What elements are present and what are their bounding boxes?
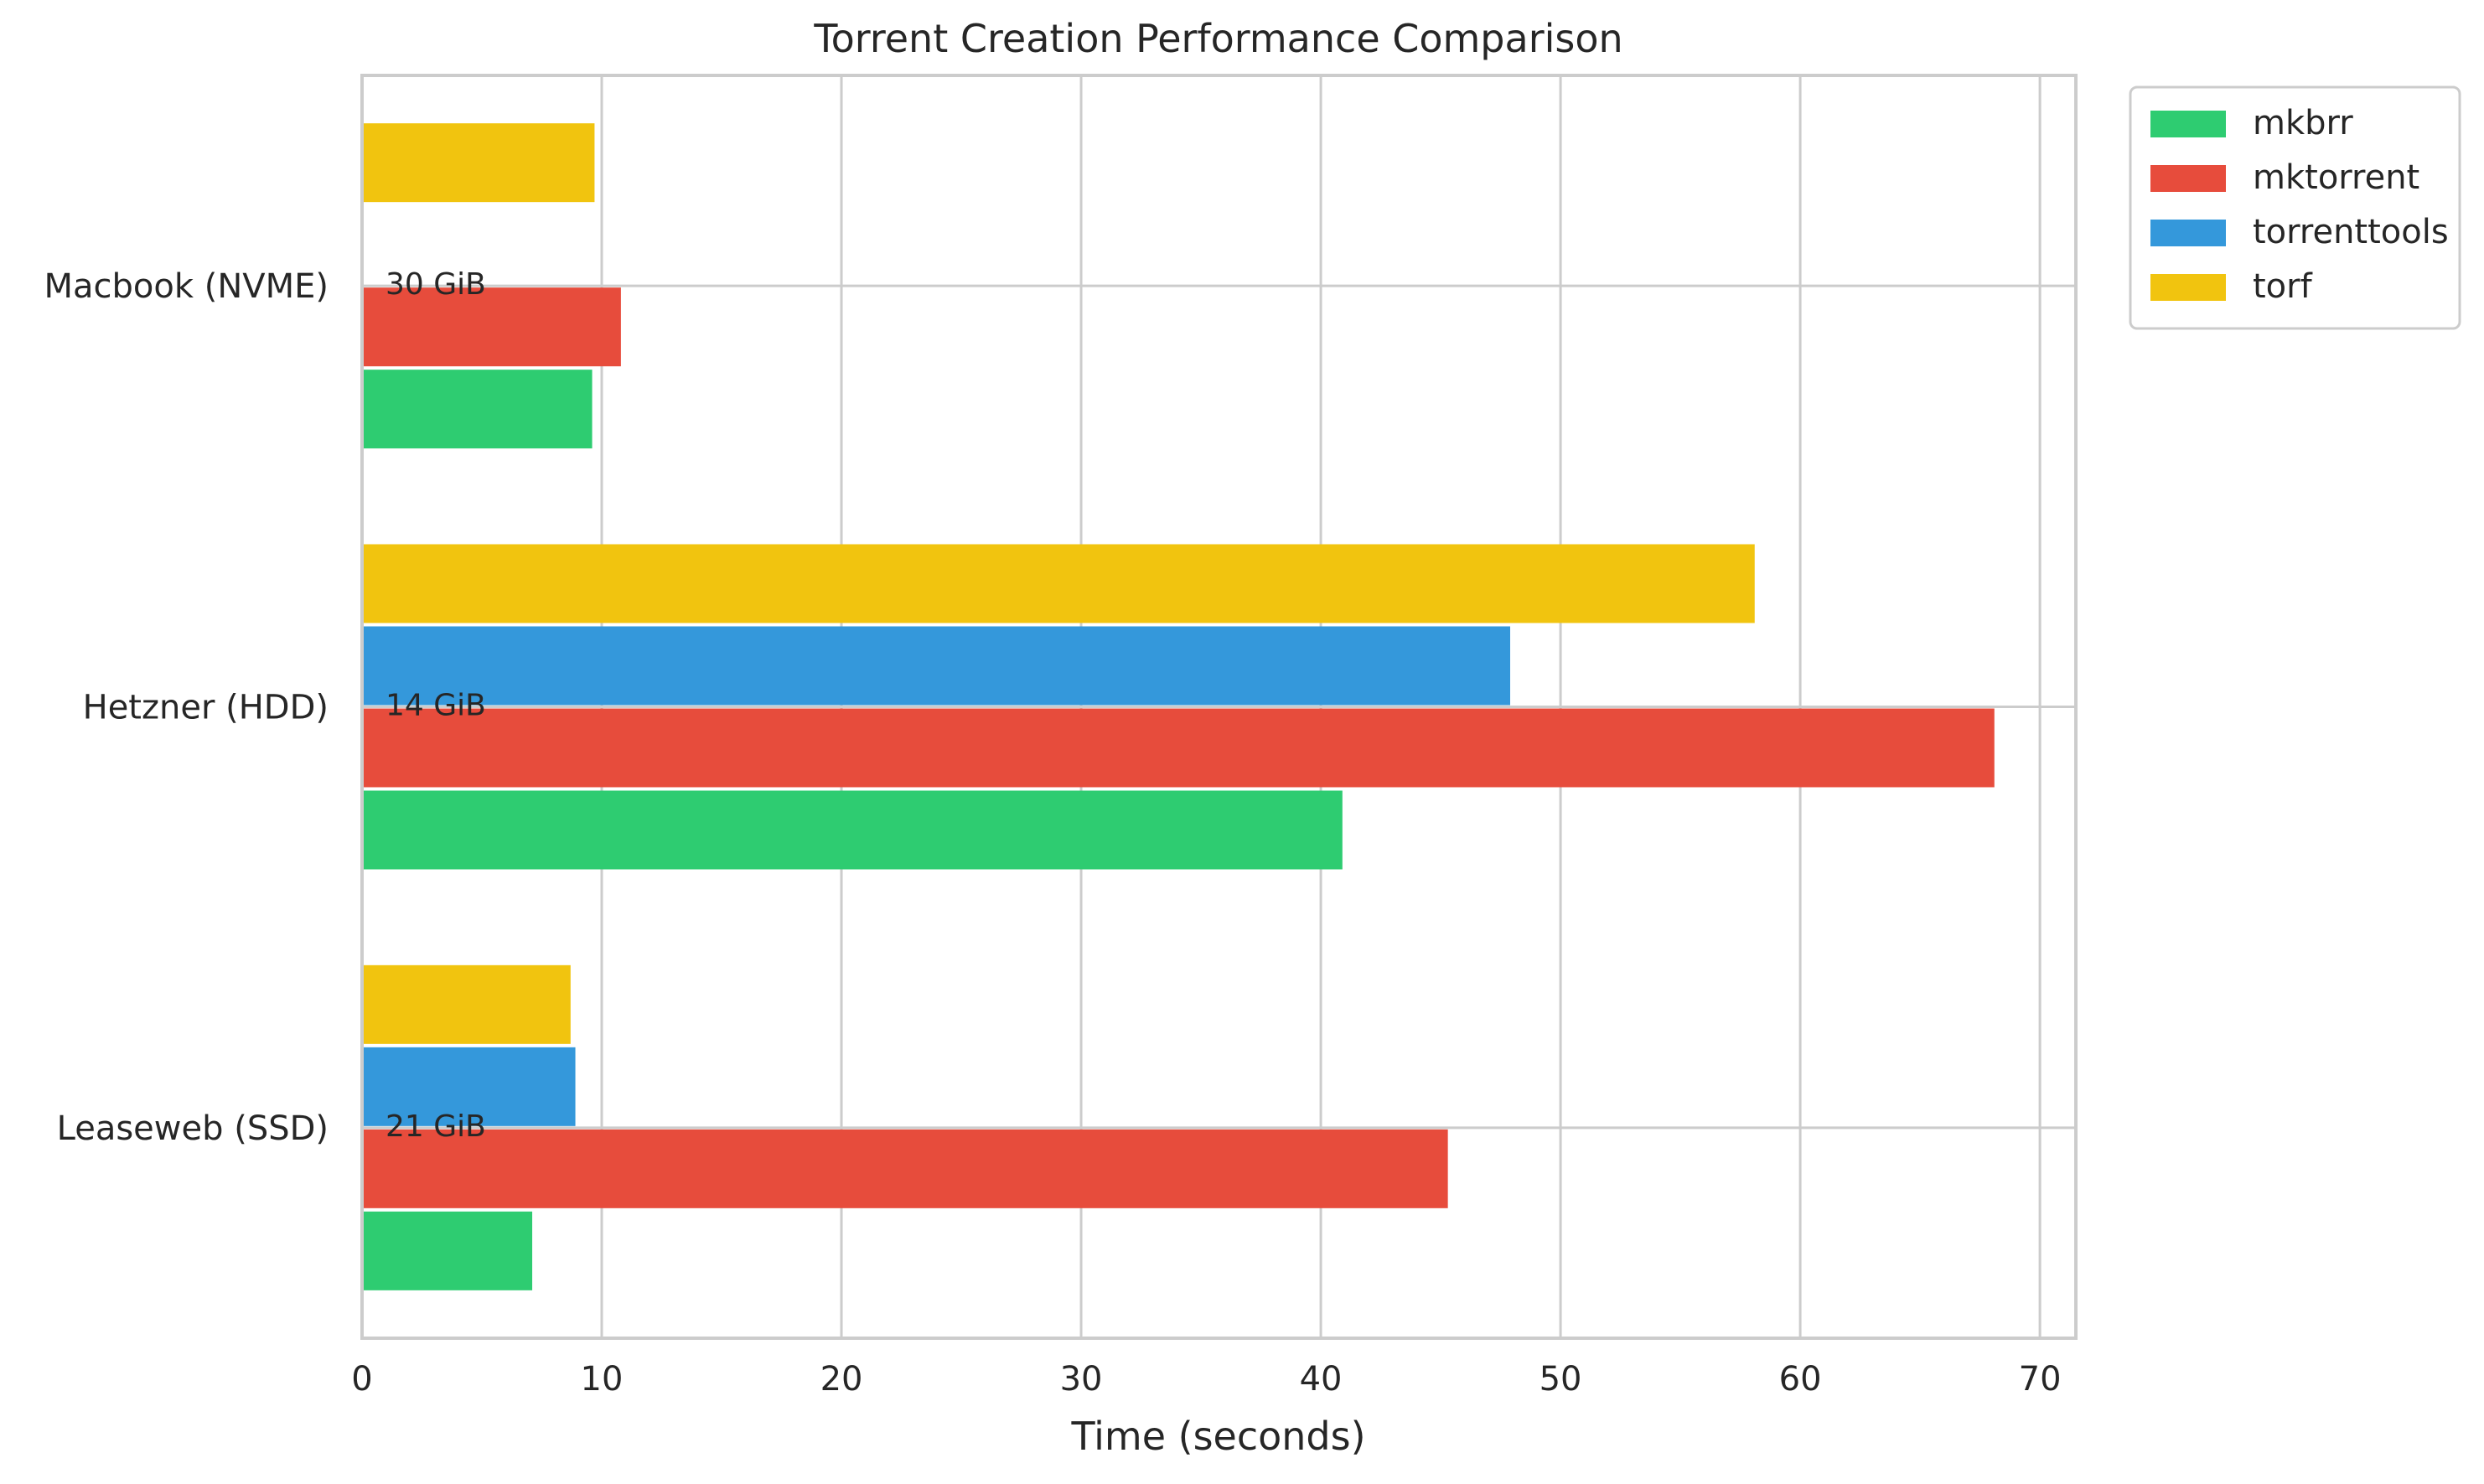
legend-frame (2129, 85, 2461, 330)
y-category-label: Macbook (NVME) (44, 267, 329, 306)
x-tick-label: 70 (2019, 1360, 2062, 1399)
grid (360, 75, 2076, 1338)
legend-swatch-torf (2150, 274, 2226, 301)
legend-label: torrenttools (2253, 213, 2449, 251)
size-annotations: 30 GiB 14 GiB 21 GiB (386, 267, 486, 1144)
legend-label: mktorrent (2253, 158, 2419, 197)
legend-swatch-mktorrent (2150, 165, 2226, 192)
x-tick-label: 60 (1779, 1360, 1822, 1399)
x-tick-label: 0 (351, 1360, 372, 1399)
bar-torf (362, 123, 595, 203)
x-tick-label: 30 (1060, 1360, 1103, 1399)
bar-mktorrent (362, 1129, 1448, 1208)
x-tick-label: 40 (1300, 1360, 1343, 1399)
bar-mktorrent (362, 287, 621, 367)
legend-swatch-torrenttools (2150, 220, 2226, 246)
x-tick-label: 10 (581, 1360, 624, 1399)
bar-mkbrr (362, 1211, 533, 1290)
legend-swatch-mkbrr (2150, 111, 2226, 137)
bar-torf (362, 964, 571, 1044)
y-category-label: Leaseweb (SSD) (57, 1109, 329, 1148)
bar-torrenttools (362, 1047, 576, 1126)
bar-mkbrr (362, 790, 1343, 870)
bar-torf (362, 544, 1755, 623)
legend: mkbrr mktorrent torrenttools torf (2129, 85, 2461, 330)
size-annotation: 14 GiB (386, 689, 486, 723)
bar-torrenttools (362, 626, 1511, 706)
legend-label: torf (2253, 267, 2313, 306)
plot-frame (360, 74, 2078, 1340)
size-annotation: 30 GiB (386, 267, 486, 302)
chart-title: Torrent Creation Performance Comparison (813, 16, 1622, 61)
bar-mktorrent (362, 708, 1995, 788)
size-annotation: 21 GiB (386, 1109, 486, 1144)
bars (362, 123, 1995, 1290)
x-tick-label: 20 (820, 1360, 863, 1399)
y-axis-categories: Macbook (NVME) Hetzner (HDD) Leaseweb (SSD… (44, 267, 329, 1148)
x-tick-label: 50 (1540, 1360, 1582, 1399)
y-category-label: Hetzner (HDD) (83, 689, 329, 727)
x-axis-label: Time (seconds) (1070, 1414, 1365, 1459)
x-axis-ticks: 0 10 20 30 40 50 60 70 (351, 1360, 2061, 1399)
legend-label: mkbrr (2253, 104, 2353, 142)
bar-mkbrr (362, 370, 593, 449)
